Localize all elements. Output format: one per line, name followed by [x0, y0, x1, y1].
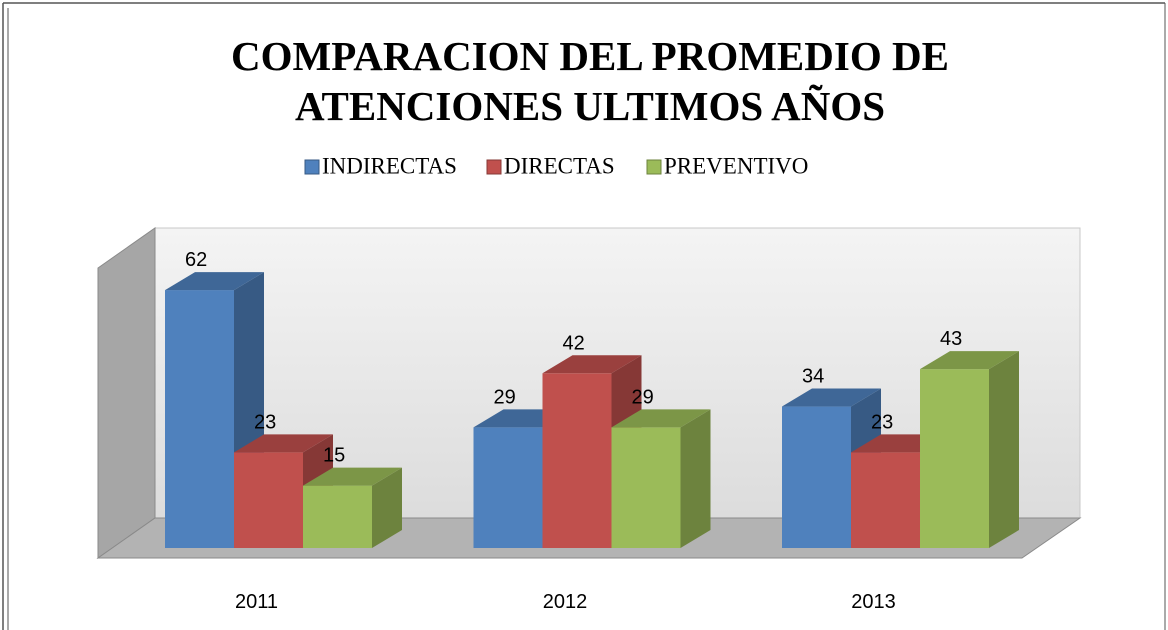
x-tick-label: 2013 [851, 591, 896, 613]
value-label: 42 [563, 332, 585, 354]
bar-side [372, 467, 402, 548]
value-label: 15 [323, 445, 345, 467]
bar-top [920, 351, 1019, 370]
legend-swatch [646, 159, 662, 175]
chart-title: ATENCIONES ULTIMOS AÑOS [295, 83, 885, 129]
bar-top [303, 467, 402, 486]
bar [234, 452, 303, 548]
value-label: 62 [185, 249, 207, 271]
bar-top [782, 388, 881, 407]
value-label: 29 [632, 386, 654, 408]
bar-top [542, 355, 642, 374]
bar [473, 427, 543, 548]
bar [165, 290, 234, 548]
legend-label: INDIRECTAS [322, 153, 457, 178]
bar-top [234, 434, 333, 453]
bar-side [989, 351, 1019, 548]
value-label: 23 [871, 411, 893, 433]
bar-top [611, 409, 711, 428]
value-label: 43 [940, 328, 962, 350]
bar [303, 485, 372, 548]
legend-swatch [486, 159, 502, 175]
legend-label: PREVENTIVO [664, 153, 808, 178]
x-tick-label: 2012 [543, 591, 588, 613]
value-label: 34 [802, 366, 824, 388]
legend-label: DIRECTAS [504, 153, 615, 178]
value-label: 23 [254, 411, 276, 433]
x-tick-label: 2011 [235, 591, 278, 613]
bar [611, 427, 681, 548]
bar [920, 369, 989, 548]
bar [782, 406, 851, 548]
bar-side [680, 409, 711, 548]
bar [542, 373, 612, 548]
side-wall [97, 227, 156, 559]
chart-title: COMPARACION DEL PROMEDIO DE [231, 33, 949, 79]
bar [851, 452, 920, 548]
value-label: 29 [494, 386, 516, 408]
bar-top [165, 272, 264, 291]
legend-swatch [304, 159, 320, 175]
